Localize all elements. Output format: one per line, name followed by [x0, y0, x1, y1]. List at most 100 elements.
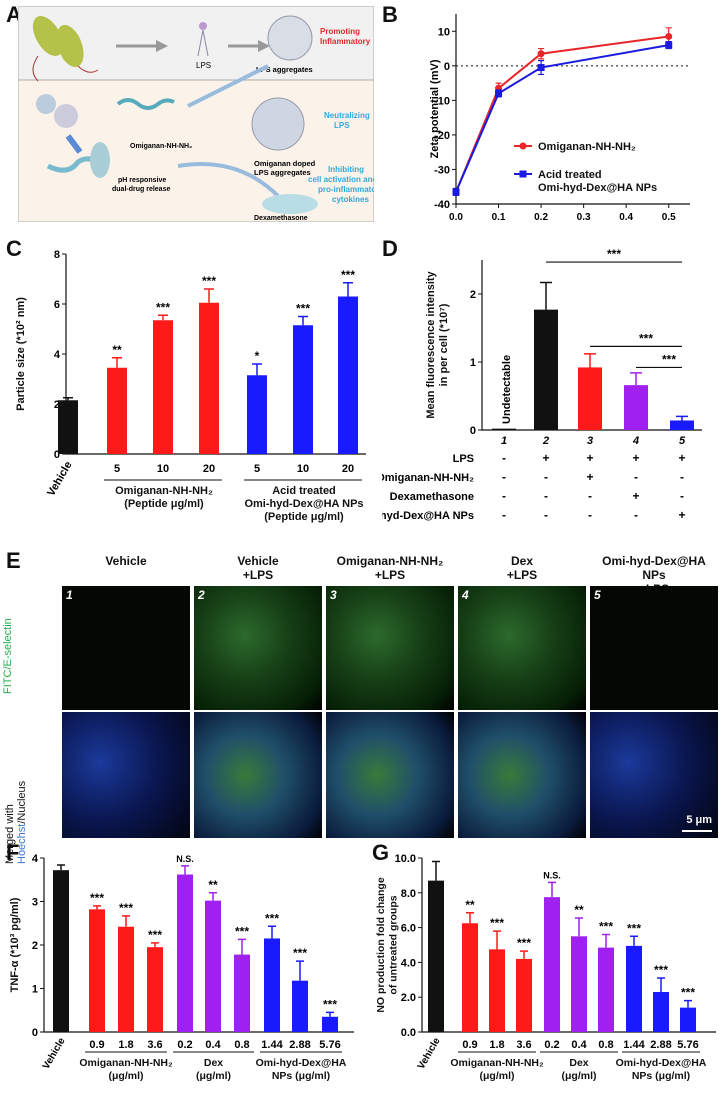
significance-label: ***: [681, 986, 695, 1000]
label-lps-aggregates: LPS aggregates: [256, 65, 313, 74]
y-tick-label: 1: [470, 357, 476, 369]
significance-label: ***: [202, 274, 216, 288]
bar: [293, 325, 313, 454]
y-tick-label: -10: [434, 95, 450, 107]
nanoparticle-icon: [54, 104, 78, 128]
significance-label: ***: [235, 924, 249, 938]
significance-label: **: [465, 898, 475, 912]
significance-label: ***: [517, 936, 531, 950]
x-tick-label: 0.9: [462, 1039, 477, 1051]
x-tick-label: 20: [342, 463, 354, 475]
group-label: Dex (μg/ml): [196, 1057, 231, 1082]
arrow-icon: [187, 64, 269, 108]
error-bar: [296, 960, 304, 981]
bar: [118, 926, 134, 1032]
row-mark: -: [634, 508, 638, 522]
undetectable-label: Undetectable: [501, 355, 513, 424]
bar: [492, 428, 516, 430]
group-label: Omiganan-NH-NH₂ (Peptide μg/ml): [115, 485, 213, 510]
y-tick-label: 4: [32, 853, 39, 865]
error-bar: [151, 942, 159, 948]
bar: [264, 938, 280, 1032]
y-tick-label: 10.0: [395, 853, 416, 865]
bar: [53, 870, 69, 1032]
y-axis-label: Zeta potential (mV): [429, 59, 441, 158]
panel-letter-b: B: [382, 2, 398, 27]
panel-letter-f: F: [6, 840, 20, 865]
y-tick-label: 0: [32, 1027, 38, 1039]
x-tick-label: 0.0: [449, 212, 463, 223]
x-tick-label: 10: [157, 463, 169, 475]
y-tick-label: 0: [444, 61, 450, 73]
error-bar: [466, 912, 474, 924]
x-tick-label: 5: [254, 463, 260, 475]
column-header: Dex +LPS: [506, 554, 538, 582]
x-tick-label: 3.6: [516, 1039, 531, 1051]
significance-label: ***: [490, 916, 504, 930]
y-tick-label: 8: [54, 249, 60, 261]
bar: [626, 945, 642, 1032]
significance-label: ***: [662, 352, 676, 366]
cell-icon: [262, 194, 318, 214]
bar: [571, 936, 587, 1032]
x-tick-label: 0.1: [492, 212, 506, 223]
group-label: Omi-hyd-Dex@HA NPs (μg/ml): [256, 1057, 347, 1082]
error-bar: [432, 860, 440, 881]
bacteria-icon: [32, 16, 99, 82]
y-tick-label: 2.0: [401, 992, 416, 1004]
row-mark: -: [502, 470, 506, 484]
significance-label: ***: [607, 247, 621, 261]
label-inhibiting: Inhibiting cell activation and pro-inflamm…: [308, 165, 374, 204]
y-tick-label: 0: [54, 449, 60, 461]
doped-aggregate-icon: [251, 97, 305, 151]
data-point: [537, 64, 545, 72]
label-omiganan: Omiganan-NH-NH₂: [130, 143, 192, 150]
x-tick-label: 1.8: [118, 1039, 133, 1051]
significance-label: ***: [323, 997, 337, 1011]
error-bar: [298, 315, 308, 326]
group-label: Dex (μg/ml): [561, 1057, 596, 1082]
group-label: Omi-hyd-Dex@HA NPs (μg/ml): [616, 1057, 707, 1082]
error-bar: [684, 999, 692, 1008]
error-bar: [630, 935, 638, 946]
y-tick-label: 1: [32, 984, 38, 996]
x-tick-label: 2.88: [650, 1039, 671, 1051]
lps-molecule-icon: [197, 22, 209, 57]
panel-letter-g: G: [372, 840, 390, 865]
significance-label: N.S.: [543, 870, 561, 880]
label-promoting: Promoting Inflammatory: [320, 27, 371, 46]
merged-image: [326, 712, 454, 838]
panel-b-chart: -40 -30 -20 -10 0 10 0.0 0.1 0.2 0.3 0.4 0.5 Omigana…: [429, 14, 690, 223]
error-bar: [540, 281, 552, 310]
row-mark: -: [502, 451, 506, 465]
image-number: 4: [462, 588, 469, 602]
x-tick-label: 0.3: [577, 212, 591, 223]
row-label: Omiganan-NH-NH₂: [382, 472, 474, 484]
x-tick-label: 1.44: [623, 1039, 645, 1051]
bar: [147, 947, 163, 1032]
x-tick-label: 3: [587, 435, 593, 447]
fitc-image: 4: [458, 586, 586, 710]
column-header: Vehicle: [105, 554, 147, 568]
arrow-icon: [177, 162, 280, 198]
bar: [670, 420, 694, 430]
lps-aggregate-icon: [267, 15, 313, 61]
error-bar: [520, 950, 528, 959]
y-tick-label: 2: [32, 940, 38, 952]
legend-marker: [519, 170, 527, 178]
error-bar: [252, 363, 262, 376]
significance-label: ***: [293, 946, 307, 960]
scale-bar: [682, 830, 712, 832]
x-tick-label: 2.88: [289, 1039, 310, 1051]
row-mark: +: [632, 451, 639, 465]
row-mark: -: [634, 470, 638, 484]
label-neutralizing: Neutralizing LPS: [324, 111, 370, 130]
y-tick-label: 2: [54, 399, 60, 411]
y-tick-label: 8.0: [401, 888, 416, 900]
x-tick-label: 2: [542, 435, 549, 447]
data-point: [665, 32, 673, 40]
bar: [234, 954, 250, 1032]
merged-image: [458, 712, 586, 838]
